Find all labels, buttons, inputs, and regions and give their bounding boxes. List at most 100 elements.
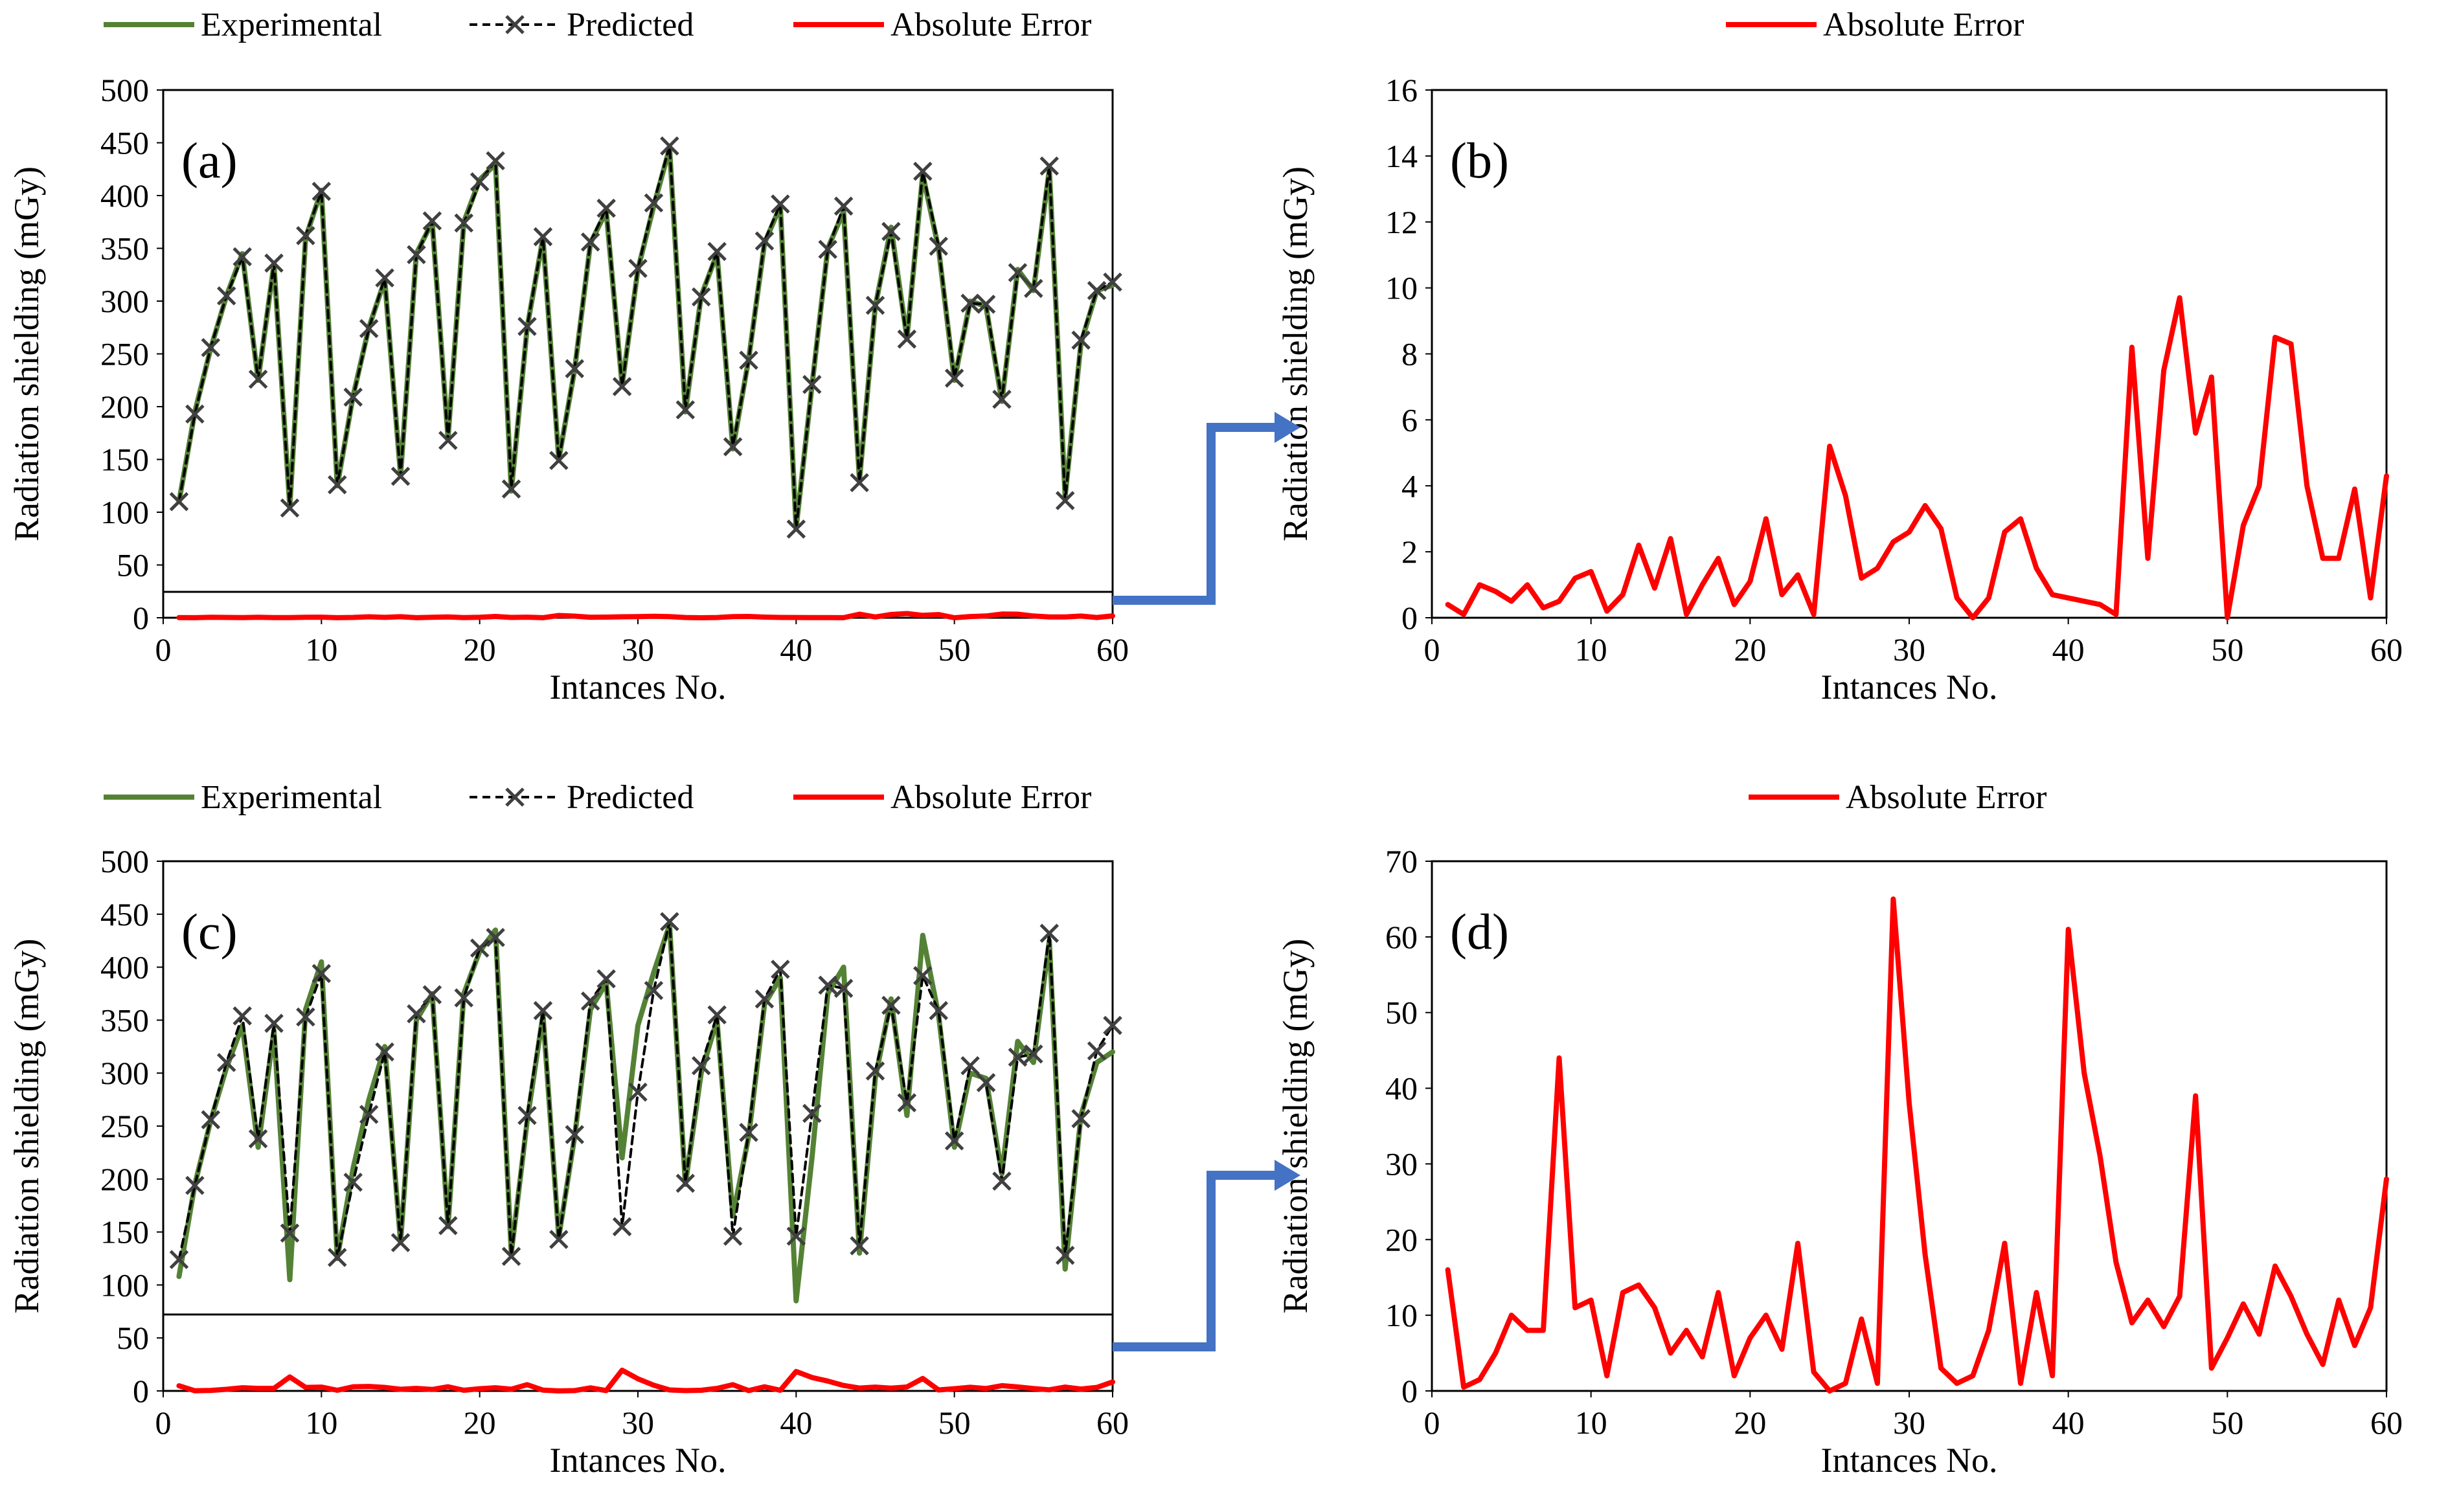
predicted-point-marker [216, 1053, 236, 1072]
y-tick-label: 250 [100, 1108, 149, 1144]
predicted-point-marker [1055, 1245, 1075, 1265]
predicted-point-marker [549, 1230, 569, 1249]
x-tick-label: 50 [938, 631, 971, 668]
predicted-point-marker [660, 136, 679, 156]
predicted-point-marker [312, 181, 332, 201]
predicted-point-marker [580, 232, 600, 252]
predicted-point-marker [438, 1216, 458, 1236]
y-tick-label: 350 [100, 1002, 149, 1038]
predicted-point-marker [185, 404, 205, 424]
y-axis-title: Radiation shielding (mGy) [7, 939, 46, 1314]
predicted-point-marker [169, 491, 189, 512]
predicted-point-marker [533, 227, 553, 247]
x-tick-label: 60 [2370, 1405, 2403, 1441]
x-tick-label: 50 [2211, 631, 2243, 668]
series-experimental-line [176, 145, 1115, 531]
predicted-point-marker [1008, 1047, 1028, 1067]
predicted-point-marker [818, 975, 837, 995]
x-tick-label: 30 [1893, 631, 1925, 668]
predicted-point-marker [470, 938, 490, 958]
connector-line [1113, 1171, 1279, 1351]
predicted-point-marker [833, 978, 854, 999]
y-tick-label: 350 [100, 231, 149, 267]
series-absolute-error-line [176, 1368, 1115, 1394]
y-tick-label: 450 [100, 125, 149, 161]
predicted-point-marker [185, 1175, 205, 1195]
legend-label: Absolute Error [890, 779, 1091, 816]
x-tick-label: 40 [2052, 631, 2085, 668]
predicted-point-marker [960, 1055, 980, 1076]
legend-item-experimental: Experimental [104, 779, 382, 816]
y-tick-label: 0 [133, 600, 149, 636]
predicted-point-marker [691, 1055, 711, 1076]
x-tick-label: 60 [2370, 631, 2403, 668]
predicted-point-marker [850, 1236, 869, 1256]
y-tick-label: 200 [100, 389, 149, 425]
legend-label: Absolute Error [890, 6, 1091, 43]
y-tick-label: 50 [117, 547, 149, 583]
y-tick-label: 400 [100, 949, 149, 986]
predicted-point-marker [992, 1171, 1012, 1191]
predicted-point-marker [1087, 280, 1107, 300]
y-tick-label: 16 [1385, 72, 1418, 108]
predicted-point-marker [1103, 272, 1122, 292]
predicted-point-marker [359, 1105, 379, 1124]
y-tick-label: 50 [117, 1320, 149, 1356]
predicted-point-marker [802, 1103, 822, 1123]
predicted-point-marker [216, 286, 236, 306]
predicted-point-marker [501, 1247, 521, 1266]
connector-arrow-a-to-b [1113, 412, 1300, 605]
legend-item-absolute-error: Absolute Error [1749, 779, 2046, 816]
predicted-point-marker [565, 1125, 585, 1144]
x-tick-label: 50 [938, 1405, 971, 1441]
y-tick-label: 60 [1385, 919, 1418, 955]
legend-item-predicted: Predicted [470, 779, 694, 816]
predicted-point-marker [359, 319, 379, 339]
predicted-point-marker [960, 293, 980, 313]
predicted-point-marker [517, 317, 537, 336]
predicted-point-marker [897, 329, 917, 349]
legend-item-absolute-error: Absolute Error [1726, 6, 2024, 43]
x-axis-title: Intances No. [550, 668, 727, 706]
connector-line [1113, 423, 1279, 605]
predicted-point-marker [264, 253, 284, 273]
predicted-point-marker [580, 991, 600, 1011]
predicted-point-marker [786, 519, 806, 539]
predicted-point-marker [644, 193, 664, 213]
predicted-point-marker [248, 1129, 268, 1149]
y-tick-label: 12 [1385, 204, 1418, 240]
y-tick-label: 2 [1401, 534, 1418, 570]
predicted-point-marker [1024, 1044, 1043, 1064]
predicted-point-marker [501, 479, 521, 499]
predicted-point-marker [454, 988, 474, 1008]
predicted-point-marker [976, 295, 996, 314]
x-tick-label: 40 [2052, 1405, 2085, 1441]
y-tick-label: 250 [100, 336, 149, 372]
legend-label: Experimental [201, 779, 382, 816]
legend-label: Predicted [567, 6, 694, 43]
panel-label: (a) [181, 132, 238, 188]
predicted-point-marker [1103, 1015, 1122, 1035]
chart-panel-a: 0 50 100 150 200 250 300 350 400 450 500 0 10 20 30 40 5… [7, 6, 1129, 706]
predicted-point-marker [628, 1082, 648, 1102]
predicted-point-marker [533, 1000, 553, 1021]
predicted-point-marker [913, 965, 933, 986]
predicted-point-marker [944, 368, 964, 388]
predicted-point-marker [517, 1105, 537, 1125]
chart-panel-d: 0 10 20 30 40 50 60 70 0 10 20 30 40 50 60 Intances No.… [1276, 779, 2403, 1480]
predicted-point-marker [1039, 923, 1060, 943]
y-tick-label: 14 [1385, 138, 1418, 174]
x-tick-label: 30 [622, 1405, 654, 1441]
series-absolute-error-line [176, 611, 1115, 620]
predicted-point-marker [660, 912, 679, 932]
y-tick-label: 10 [1385, 270, 1418, 306]
predicted-point-marker [422, 211, 442, 231]
predicted-point-marker [280, 1223, 300, 1243]
x-tick-label: 40 [780, 1405, 812, 1441]
legend-label: Absolute Error [1823, 6, 2024, 43]
predicted-point-marker [612, 377, 632, 396]
y-axis-title: Radiation shielding (mGy) [1276, 939, 1315, 1314]
predicted-point-marker [201, 1110, 221, 1129]
predicted-point-marker [913, 161, 933, 181]
predicted-point-marker [391, 466, 411, 486]
